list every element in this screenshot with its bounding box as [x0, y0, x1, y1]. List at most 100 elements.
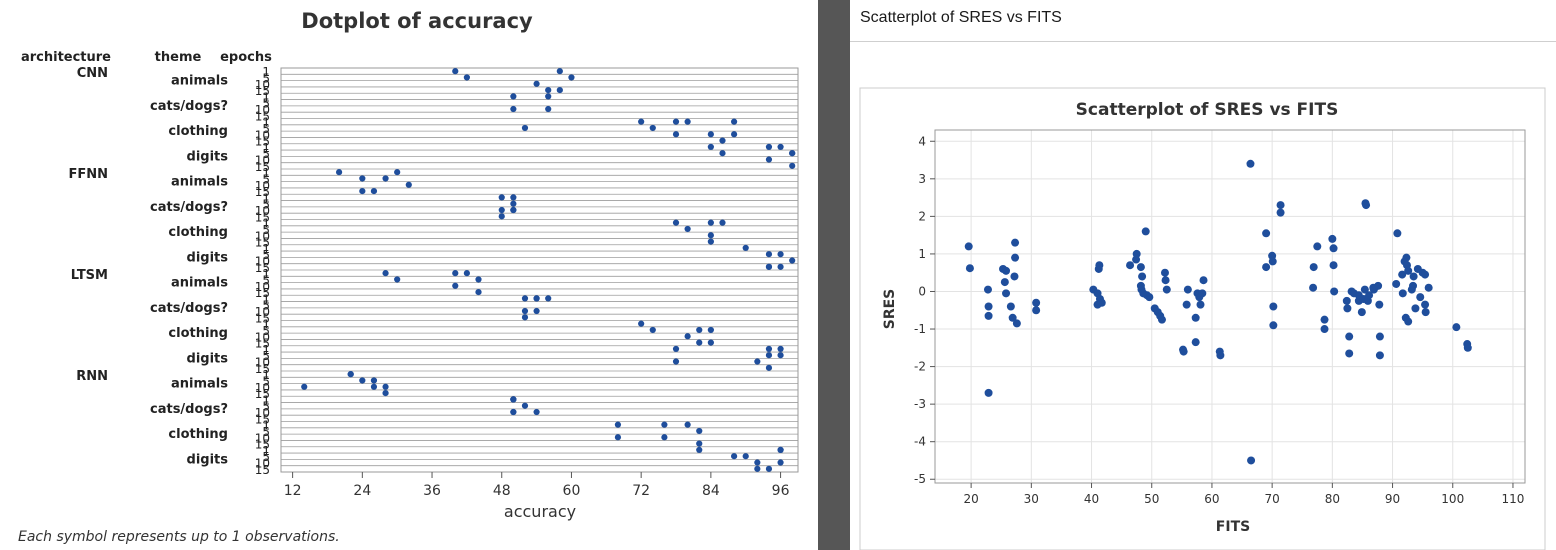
dotplot-point: [510, 408, 517, 416]
epoch-label: 1: [262, 267, 270, 281]
dotplot-x-tick-label: 60: [563, 483, 581, 499]
dotplot-point: [475, 276, 482, 283]
scatter-point: [1216, 351, 1225, 360]
epoch-label: 5: [262, 122, 270, 136]
theme-label: cats/dogs?: [150, 200, 228, 215]
epoch-label: 1: [262, 393, 270, 407]
epoch-label: 5: [262, 374, 270, 388]
scatter-point: [1161, 276, 1170, 285]
epoch-label: 15: [255, 185, 270, 199]
dotplot-point: [765, 156, 773, 163]
dotplot-x-tick-label: 24: [353, 483, 371, 499]
scatter-point: [1276, 201, 1285, 210]
scatter-point: [1262, 263, 1271, 272]
dotplot-point: [370, 383, 378, 390]
epoch-label: 1: [262, 242, 270, 256]
dotplot-point: [684, 421, 691, 428]
dotplot-point: [556, 86, 563, 94]
theme-label: clothing: [168, 326, 228, 341]
scatter-point: [1313, 242, 1322, 251]
dotplot-point: [533, 307, 540, 315]
epoch-label: 10: [255, 381, 270, 395]
scatter-y-tick-label: -5: [914, 472, 926, 486]
epoch-label: 10: [255, 78, 270, 92]
scatter-point: [1179, 347, 1188, 356]
dotplot-point: [370, 377, 378, 384]
dotplot-point: [754, 459, 761, 466]
scatter-point: [1032, 306, 1041, 315]
scatter-x-tick-label: 60: [1204, 492, 1219, 506]
dotplot-point: [707, 339, 714, 346]
epoch-label: 5: [262, 198, 270, 212]
scatter-point: [1183, 285, 1192, 294]
dotplot-point: [405, 181, 412, 188]
scatter-point: [1320, 315, 1329, 324]
dotplot-point: [359, 377, 366, 384]
dotplot-point: [696, 446, 703, 454]
scatter-point: [1409, 281, 1418, 290]
scatter-point: [1416, 293, 1425, 302]
dotplot-point: [696, 427, 703, 435]
epoch-label: 15: [255, 412, 270, 426]
dotplot-point: [359, 175, 366, 182]
dotplot-point: [672, 358, 680, 365]
scatter-point: [1247, 456, 1256, 465]
scatterplot-chart: Scatterplot of SRES vs FITS 20 30 40 50 60 70…: [859, 87, 1546, 550]
scatter-y-tick-label: -1: [914, 322, 926, 336]
dotplot-point: [707, 131, 714, 138]
scatter-point: [1138, 272, 1147, 281]
scatter-point: [1276, 208, 1285, 217]
theme-label: clothing: [168, 225, 228, 240]
dotplot-point: [359, 187, 366, 195]
scatter-x-tick-label: 20: [963, 492, 978, 506]
epoch-label: 15: [255, 463, 270, 477]
epoch-label: 15: [255, 337, 270, 351]
theme-label: clothing: [168, 124, 228, 139]
dotplot-point: [452, 282, 459, 289]
dotplot-x-axis: 12 24 36 48 60 72 84 96: [284, 472, 790, 499]
scatter-point: [1162, 285, 1171, 294]
dotplot-point: [696, 326, 703, 334]
dotplot-x-tick-label: 96: [772, 483, 790, 499]
scatter-point: [1375, 300, 1384, 309]
dotplot-point: [661, 434, 668, 441]
epoch-label: 10: [255, 406, 270, 420]
scatter-point: [1008, 313, 1017, 322]
scatter-y-tick-label: 4: [918, 134, 926, 148]
dotplot-point: [719, 219, 726, 226]
dotplot-point: [789, 257, 796, 264]
dotplot-point: [707, 143, 714, 151]
dotplot-point: [696, 440, 703, 447]
scatter-point: [1320, 325, 1329, 334]
epoch-label: 5: [262, 71, 270, 85]
dotplot-point: [498, 213, 505, 220]
scatter-point: [1309, 283, 1318, 292]
scatter-point: [1452, 323, 1461, 332]
pane-divider[interactable]: [818, 0, 850, 550]
scatter-point: [1002, 266, 1011, 275]
epoch-label: 15: [255, 210, 270, 224]
scatter-point: [1269, 321, 1278, 330]
scatter-y-tick-label: -2: [914, 360, 926, 374]
scatter-point: [1012, 319, 1021, 328]
architecture-label: RNN: [76, 369, 108, 384]
dotplot-point: [382, 175, 389, 182]
dotplot-point: [394, 276, 401, 283]
epoch-label: 5: [262, 400, 270, 414]
scatter-point: [1330, 287, 1339, 296]
dotplot-point: [370, 187, 378, 195]
dotplot-point: [533, 408, 540, 416]
dotplot-point: [510, 200, 517, 207]
dotplot-point: [765, 465, 773, 472]
epoch-label: 5: [262, 450, 270, 464]
dotplot-point: [777, 251, 784, 258]
dotplot-x-axis-label: accuracy: [504, 502, 576, 521]
scatter-point: [1402, 253, 1411, 262]
epoch-label: 10: [255, 457, 270, 471]
dotplot-point: [777, 263, 784, 270]
dotplot-point: [382, 389, 389, 397]
scatter-point: [1262, 229, 1271, 238]
epoch-label: 10: [255, 229, 270, 243]
scatter-point: [1421, 300, 1430, 309]
epoch-label: 1: [262, 318, 270, 332]
